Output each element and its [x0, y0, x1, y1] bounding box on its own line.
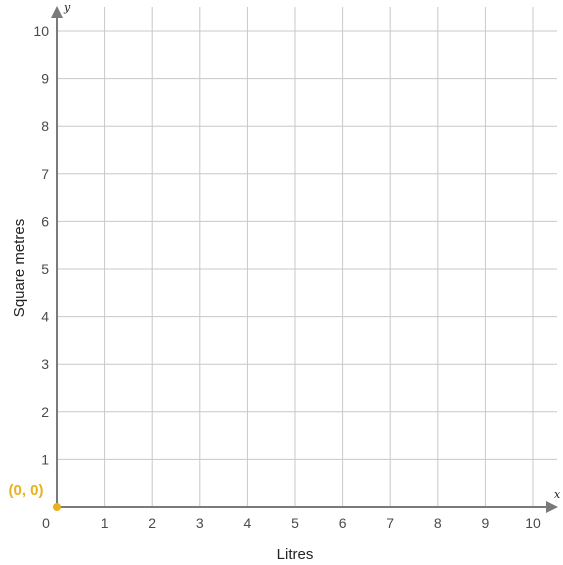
axes: x y	[51, 1, 561, 513]
x-tick-label: 5	[291, 515, 299, 531]
x-axis-title: Litres	[277, 546, 314, 563]
x-tick-label: 4	[244, 515, 252, 531]
y-tick-label: 9	[41, 71, 49, 87]
y-tick-label: 10	[33, 23, 49, 39]
x-axis-arrow-icon	[546, 501, 558, 513]
x-tick-label: 9	[482, 515, 490, 531]
x-tick-label: 10	[525, 515, 541, 531]
y-axis-title: Square metres	[11, 219, 28, 317]
x-tick-label: 6	[339, 515, 347, 531]
x-tick-label: 3	[196, 515, 204, 531]
data-point[interactable]	[53, 503, 61, 511]
tick-labels: 1 2 3 4 5 6 7 8 9 10 1 2 3 4 5 6 7 8 9 10	[33, 23, 541, 531]
y-tick-label: 7	[41, 166, 49, 182]
x-tick-label: 2	[148, 515, 156, 531]
y-tick-label: 1	[41, 451, 49, 467]
y-tick-label: 3	[41, 356, 49, 372]
x-tick-label: 7	[386, 515, 394, 531]
y-tick-label: 6	[41, 213, 49, 229]
y-tick-label: 4	[41, 309, 49, 325]
origin-label: 0	[42, 515, 50, 531]
grid	[57, 7, 557, 507]
x-axis-letter: x	[554, 488, 561, 501]
y-axis-arrow-icon	[51, 6, 63, 18]
y-tick-label: 5	[41, 261, 49, 277]
x-tick-label: 8	[434, 515, 442, 531]
data-point-label: (0, 0)	[8, 482, 43, 499]
x-tick-label: 1	[101, 515, 109, 531]
y-tick-label: 2	[41, 404, 49, 420]
y-axis-letter: y	[63, 1, 71, 14]
y-tick-label: 8	[41, 118, 49, 134]
data-points: (0, 0)	[8, 482, 61, 511]
